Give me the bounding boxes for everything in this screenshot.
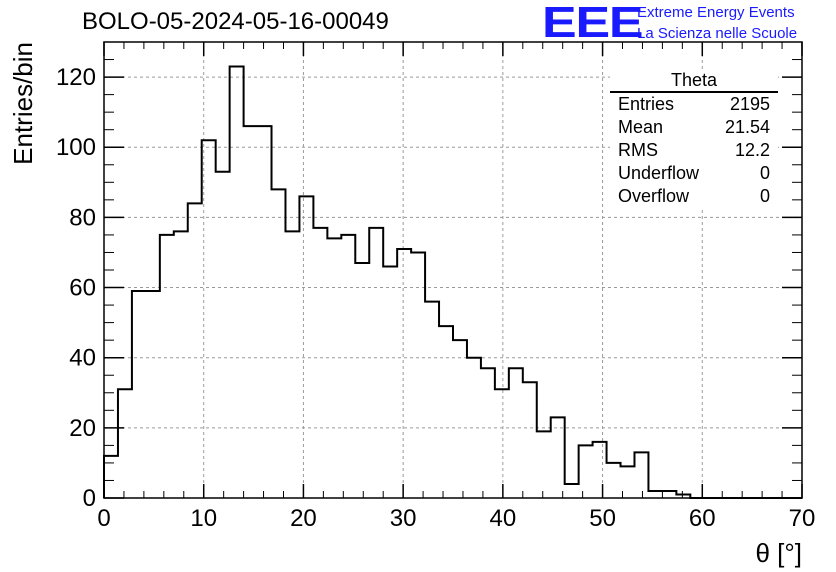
y-axis-title: Entries/bin [8,42,38,165]
stats-value: 0 [759,163,770,183]
x-tick-label: 20 [290,505,317,532]
stats-label: Underflow [618,163,700,183]
stats-label: RMS [618,140,658,160]
x-tick-label: 50 [589,505,616,532]
stats-value: 12.2 [734,140,770,160]
stats-row-underflow: Underflow 0 [610,162,778,185]
logo-line-2: La Scienza nelle Scuole [637,25,798,42]
chart-title: BOLO-05-2024-05-16-00049 [82,8,389,35]
histogram-series-line [103,65,802,499]
stats-value: 0 [759,186,770,206]
y-tick-label: 60 [69,275,96,302]
y-tick-label: 20 [69,415,96,442]
y-tick-label: 120 [56,64,96,91]
stats-row-rms: RMS 12.2 [610,139,778,162]
stats-box: Theta Entries 2195 Mean 21.54 RMS 12.2 U… [610,70,778,208]
x-tick-label: 40 [490,505,517,532]
y-tick-label: 40 [69,345,96,372]
stats-row-entries: Entries 2195 [610,93,778,116]
stats-label: Mean [618,117,664,137]
eee-logo: EEE [542,0,644,47]
stats-label: Entries [618,94,675,114]
x-tick-label: 10 [190,505,217,532]
x-tick-label: 0 [97,505,110,532]
y-tick-label: 100 [56,134,96,161]
x-tick-label: 60 [689,505,716,532]
stats-label: Overflow [618,186,690,206]
stats-value: 2195 [729,94,770,114]
y-tick-label: 80 [69,204,96,231]
stats-value: 21.54 [724,117,770,137]
x-tick-label: 70 [789,505,816,532]
logo-line-1: Extreme Energy Events [637,4,795,21]
x-axis-title: θ [°] [755,538,802,568]
stats-row-overflow: Overflow 0 [610,185,778,208]
x-tick-label: 30 [390,505,417,532]
stats-title: Theta [610,70,778,93]
y-tick-label: 0 [83,485,96,512]
stats-row-mean: Mean 21.54 [610,116,778,139]
